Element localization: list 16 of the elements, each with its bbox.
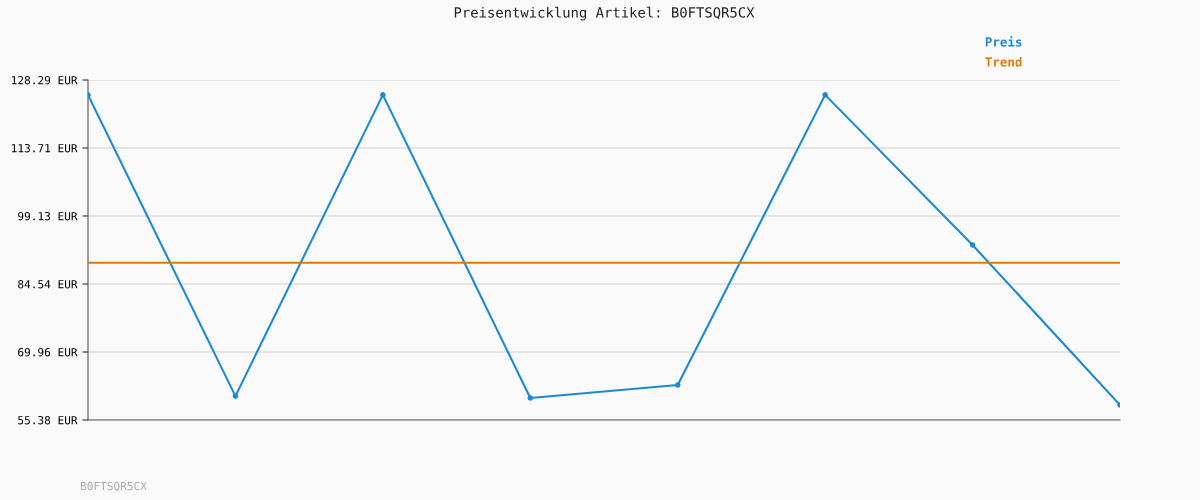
point (527, 395, 534, 401)
point (969, 242, 976, 248)
text: Trend (985, 56, 1022, 67)
y-tick-label: 84.54 EUR (18, 280, 78, 289)
point (822, 92, 828, 98)
point (232, 393, 239, 399)
text: B0FTSQR5CX (80, 481, 147, 492)
chart-title: Preisentwicklung Artikel: B0FTSQR5CX (454, 6, 755, 21)
y-tick-label: 55.38 EUR (18, 416, 78, 425)
y-tick-label: 69.96 EUR (18, 348, 78, 357)
point (380, 92, 386, 98)
y-tick-label: 113.71 EUR (12, 144, 78, 153)
text: Preis (985, 36, 1022, 47)
y-tick-label: 99.13 EUR (18, 211, 78, 221)
y-tick-label: 128.29 EUR (12, 76, 78, 85)
point (674, 382, 681, 388)
